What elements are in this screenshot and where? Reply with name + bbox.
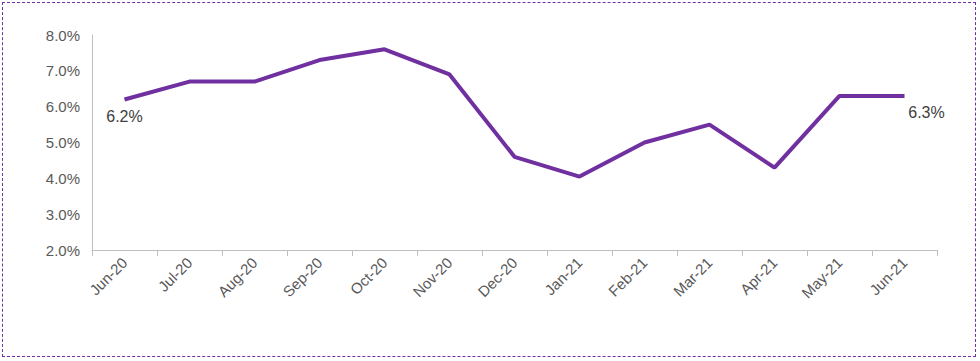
svg-text:May-21: May-21 <box>798 254 845 301</box>
svg-text:6.2%: 6.2% <box>106 108 142 125</box>
svg-text:Mar-21: Mar-21 <box>670 254 716 300</box>
svg-text:Jun-21: Jun-21 <box>866 254 910 298</box>
svg-text:Jun-20: Jun-20 <box>86 254 130 298</box>
svg-text:Oct-20: Oct-20 <box>347 254 391 298</box>
svg-text:Jul-20: Jul-20 <box>155 254 196 295</box>
svg-text:6.0%: 6.0% <box>46 98 80 115</box>
svg-text:8.0%: 8.0% <box>46 27 80 44</box>
svg-text:Feb-21: Feb-21 <box>605 254 651 300</box>
svg-text:Dec-20: Dec-20 <box>474 254 520 300</box>
svg-text:Jan-21: Jan-21 <box>541 254 585 298</box>
svg-text:4.0%: 4.0% <box>46 170 80 187</box>
svg-text:Aug-20: Aug-20 <box>214 254 260 300</box>
svg-text:Nov-20: Nov-20 <box>409 254 455 300</box>
svg-text:Apr-21: Apr-21 <box>737 254 781 298</box>
svg-text:6.3%: 6.3% <box>908 104 944 121</box>
svg-text:Sep-20: Sep-20 <box>279 254 325 300</box>
svg-text:7.0%: 7.0% <box>46 62 80 79</box>
svg-text:2.0%: 2.0% <box>46 242 80 259</box>
svg-text:3.0%: 3.0% <box>46 206 80 223</box>
svg-text:5.0%: 5.0% <box>46 134 80 151</box>
